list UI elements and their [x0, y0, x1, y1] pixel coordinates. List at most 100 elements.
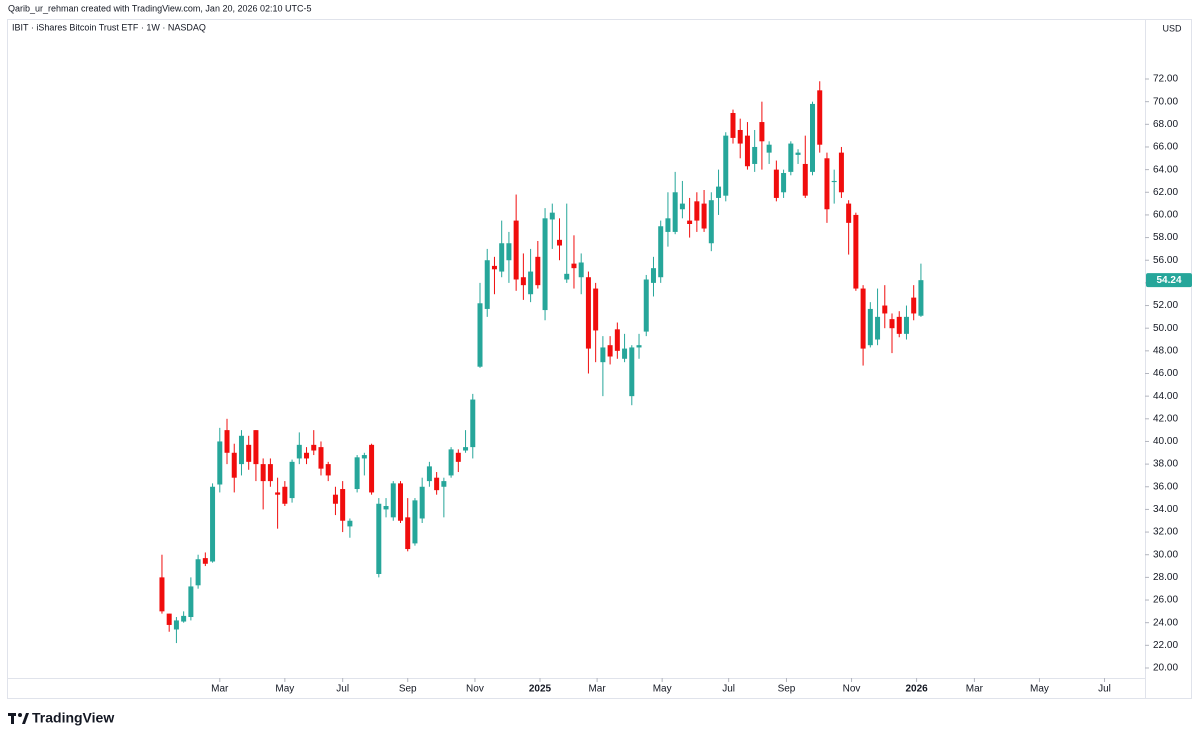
candle-body [304, 452, 310, 459]
candle-body [354, 457, 360, 490]
y-tick-label: 34.00 [1153, 504, 1178, 515]
y-tick-label: 26.00 [1153, 595, 1178, 606]
candle-body [766, 144, 772, 153]
x-tick-label: 2026 [905, 684, 928, 695]
y-tick-label: 42.00 [1153, 413, 1178, 424]
candle-body [708, 200, 714, 244]
candle-body [802, 163, 808, 196]
y-tick-label: 44.00 [1153, 391, 1178, 402]
x-tick-label: Mar [588, 684, 606, 695]
y-tick-label: 64.00 [1153, 164, 1178, 175]
y-tick-label: 62.00 [1153, 187, 1178, 198]
candle-body [426, 466, 432, 482]
currency: USD [1162, 23, 1182, 33]
candle-body [622, 348, 628, 359]
x-tick-label: May [1030, 684, 1049, 695]
candle-body [600, 347, 606, 363]
candle-body [441, 481, 447, 487]
candle-body [289, 461, 295, 499]
candle-body [896, 316, 902, 334]
x-tick-label: 2025 [529, 684, 552, 695]
candle-body [911, 297, 917, 314]
candle-body [397, 483, 403, 521]
candle-body [687, 220, 693, 224]
last-price-tag [1146, 273, 1192, 288]
candle-body [636, 345, 642, 348]
candle-body [477, 303, 483, 367]
chart-frame [7, 19, 1192, 699]
candle-body [752, 146, 758, 164]
candle-body [369, 444, 375, 493]
x-tick-label: Mar [211, 684, 229, 695]
y-tick-label: 22.00 [1153, 640, 1178, 651]
candle-body [159, 577, 165, 612]
y-tick-label: 68.00 [1153, 119, 1178, 130]
candle-body [202, 558, 208, 564]
x-tick-label: Jul [722, 684, 735, 695]
logo-icon [8, 713, 29, 724]
x-tick-label: Jul [336, 684, 349, 695]
y-tick-label: 32.00 [1153, 527, 1178, 538]
y-tick-label: 60.00 [1153, 210, 1178, 221]
candle-body [499, 243, 505, 272]
candle-body [853, 214, 859, 289]
candle-body [737, 129, 743, 144]
x-tick-label: Nov [843, 684, 861, 695]
candle-body [195, 559, 201, 586]
candle-body [528, 271, 534, 295]
candle-body [614, 329, 620, 351]
candle-body [918, 280, 924, 316]
candle-body [210, 486, 216, 562]
logo-text: TradingView [32, 710, 114, 726]
candle-body [672, 192, 678, 232]
candle-body [491, 265, 497, 270]
y-tick-label: 72.00 [1153, 74, 1178, 85]
candle-body [376, 503, 382, 574]
y-tick-label: 56.00 [1153, 255, 1178, 266]
candle-body [694, 201, 700, 221]
y-tick-label: 66.00 [1153, 142, 1178, 153]
candle-body [860, 288, 866, 349]
candle-body [824, 158, 830, 210]
candle-body [520, 277, 526, 286]
candle-body [231, 452, 237, 478]
candle-body [781, 173, 787, 193]
candle-body [448, 449, 454, 476]
candle-body [882, 305, 888, 314]
candle-body [383, 506, 389, 510]
candle-body [166, 613, 172, 625]
candle-body [542, 218, 548, 311]
x-tick-label: May [275, 684, 294, 695]
x-tick-label: Jul [1098, 684, 1111, 695]
candle-body [643, 279, 649, 332]
candle-body [470, 399, 476, 448]
candle-body [831, 180, 837, 183]
candle-body [658, 226, 664, 278]
candle-body [730, 112, 736, 138]
last-price-label: 54.24 [1156, 275, 1181, 286]
candle-body [838, 152, 844, 193]
candle-body [224, 430, 230, 453]
y-tick-label: 46.00 [1153, 368, 1178, 379]
candle-body [650, 268, 656, 283]
y-tick-label: 30.00 [1153, 549, 1178, 560]
candle-body [181, 615, 187, 622]
candle-body [238, 435, 244, 465]
candle-body [253, 430, 259, 465]
candle-body [188, 586, 194, 618]
y-tick-label: 38.00 [1153, 459, 1178, 470]
candle-body [773, 169, 779, 198]
candle-body [296, 444, 302, 459]
y-tick-label: 24.00 [1153, 617, 1178, 628]
candle-body [405, 517, 411, 550]
candle-body [318, 447, 324, 469]
candle-body [744, 135, 750, 167]
credit: Qarib_ur_rehman created with TradingView… [8, 3, 312, 13]
candle-body [903, 316, 909, 334]
y-tick-label: 36.00 [1153, 481, 1178, 492]
x-tick-label: Sep [399, 684, 417, 695]
candle-body [332, 494, 338, 504]
candle-body [875, 316, 881, 340]
